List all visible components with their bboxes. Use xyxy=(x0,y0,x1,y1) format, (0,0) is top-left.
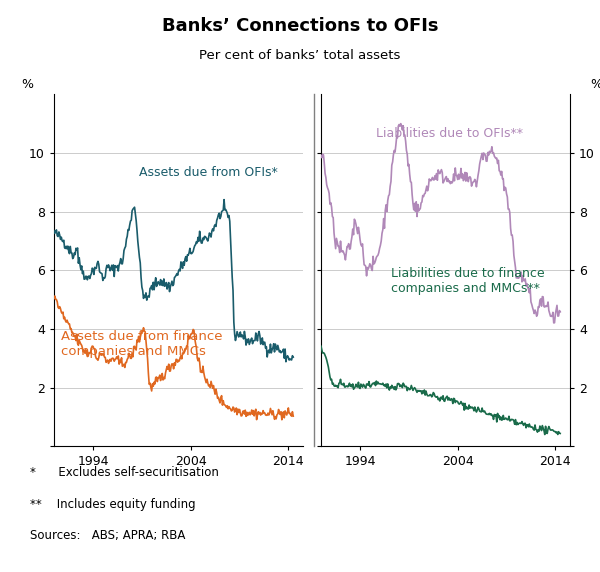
Text: Assets due from OFIs*: Assets due from OFIs* xyxy=(139,166,277,179)
Text: Banks’ Connections to OFIs: Banks’ Connections to OFIs xyxy=(162,17,438,35)
Text: *      Excludes self-securitisation: * Excludes self-securitisation xyxy=(30,466,219,479)
Text: Liabilities due to finance
companies and MMCs**: Liabilities due to finance companies and… xyxy=(391,267,544,295)
Text: %: % xyxy=(22,78,34,91)
Text: Sources:   ABS; APRA; RBA: Sources: ABS; APRA; RBA xyxy=(30,529,185,542)
Text: Assets due from finance
companies and MMCs: Assets due from finance companies and MM… xyxy=(61,330,223,358)
Text: %: % xyxy=(590,78,600,91)
Text: **    Includes equity funding: ** Includes equity funding xyxy=(30,498,196,511)
Text: Liabilities due to OFIs**: Liabilities due to OFIs** xyxy=(376,127,523,140)
Text: Per cent of banks’ total assets: Per cent of banks’ total assets xyxy=(199,49,401,62)
